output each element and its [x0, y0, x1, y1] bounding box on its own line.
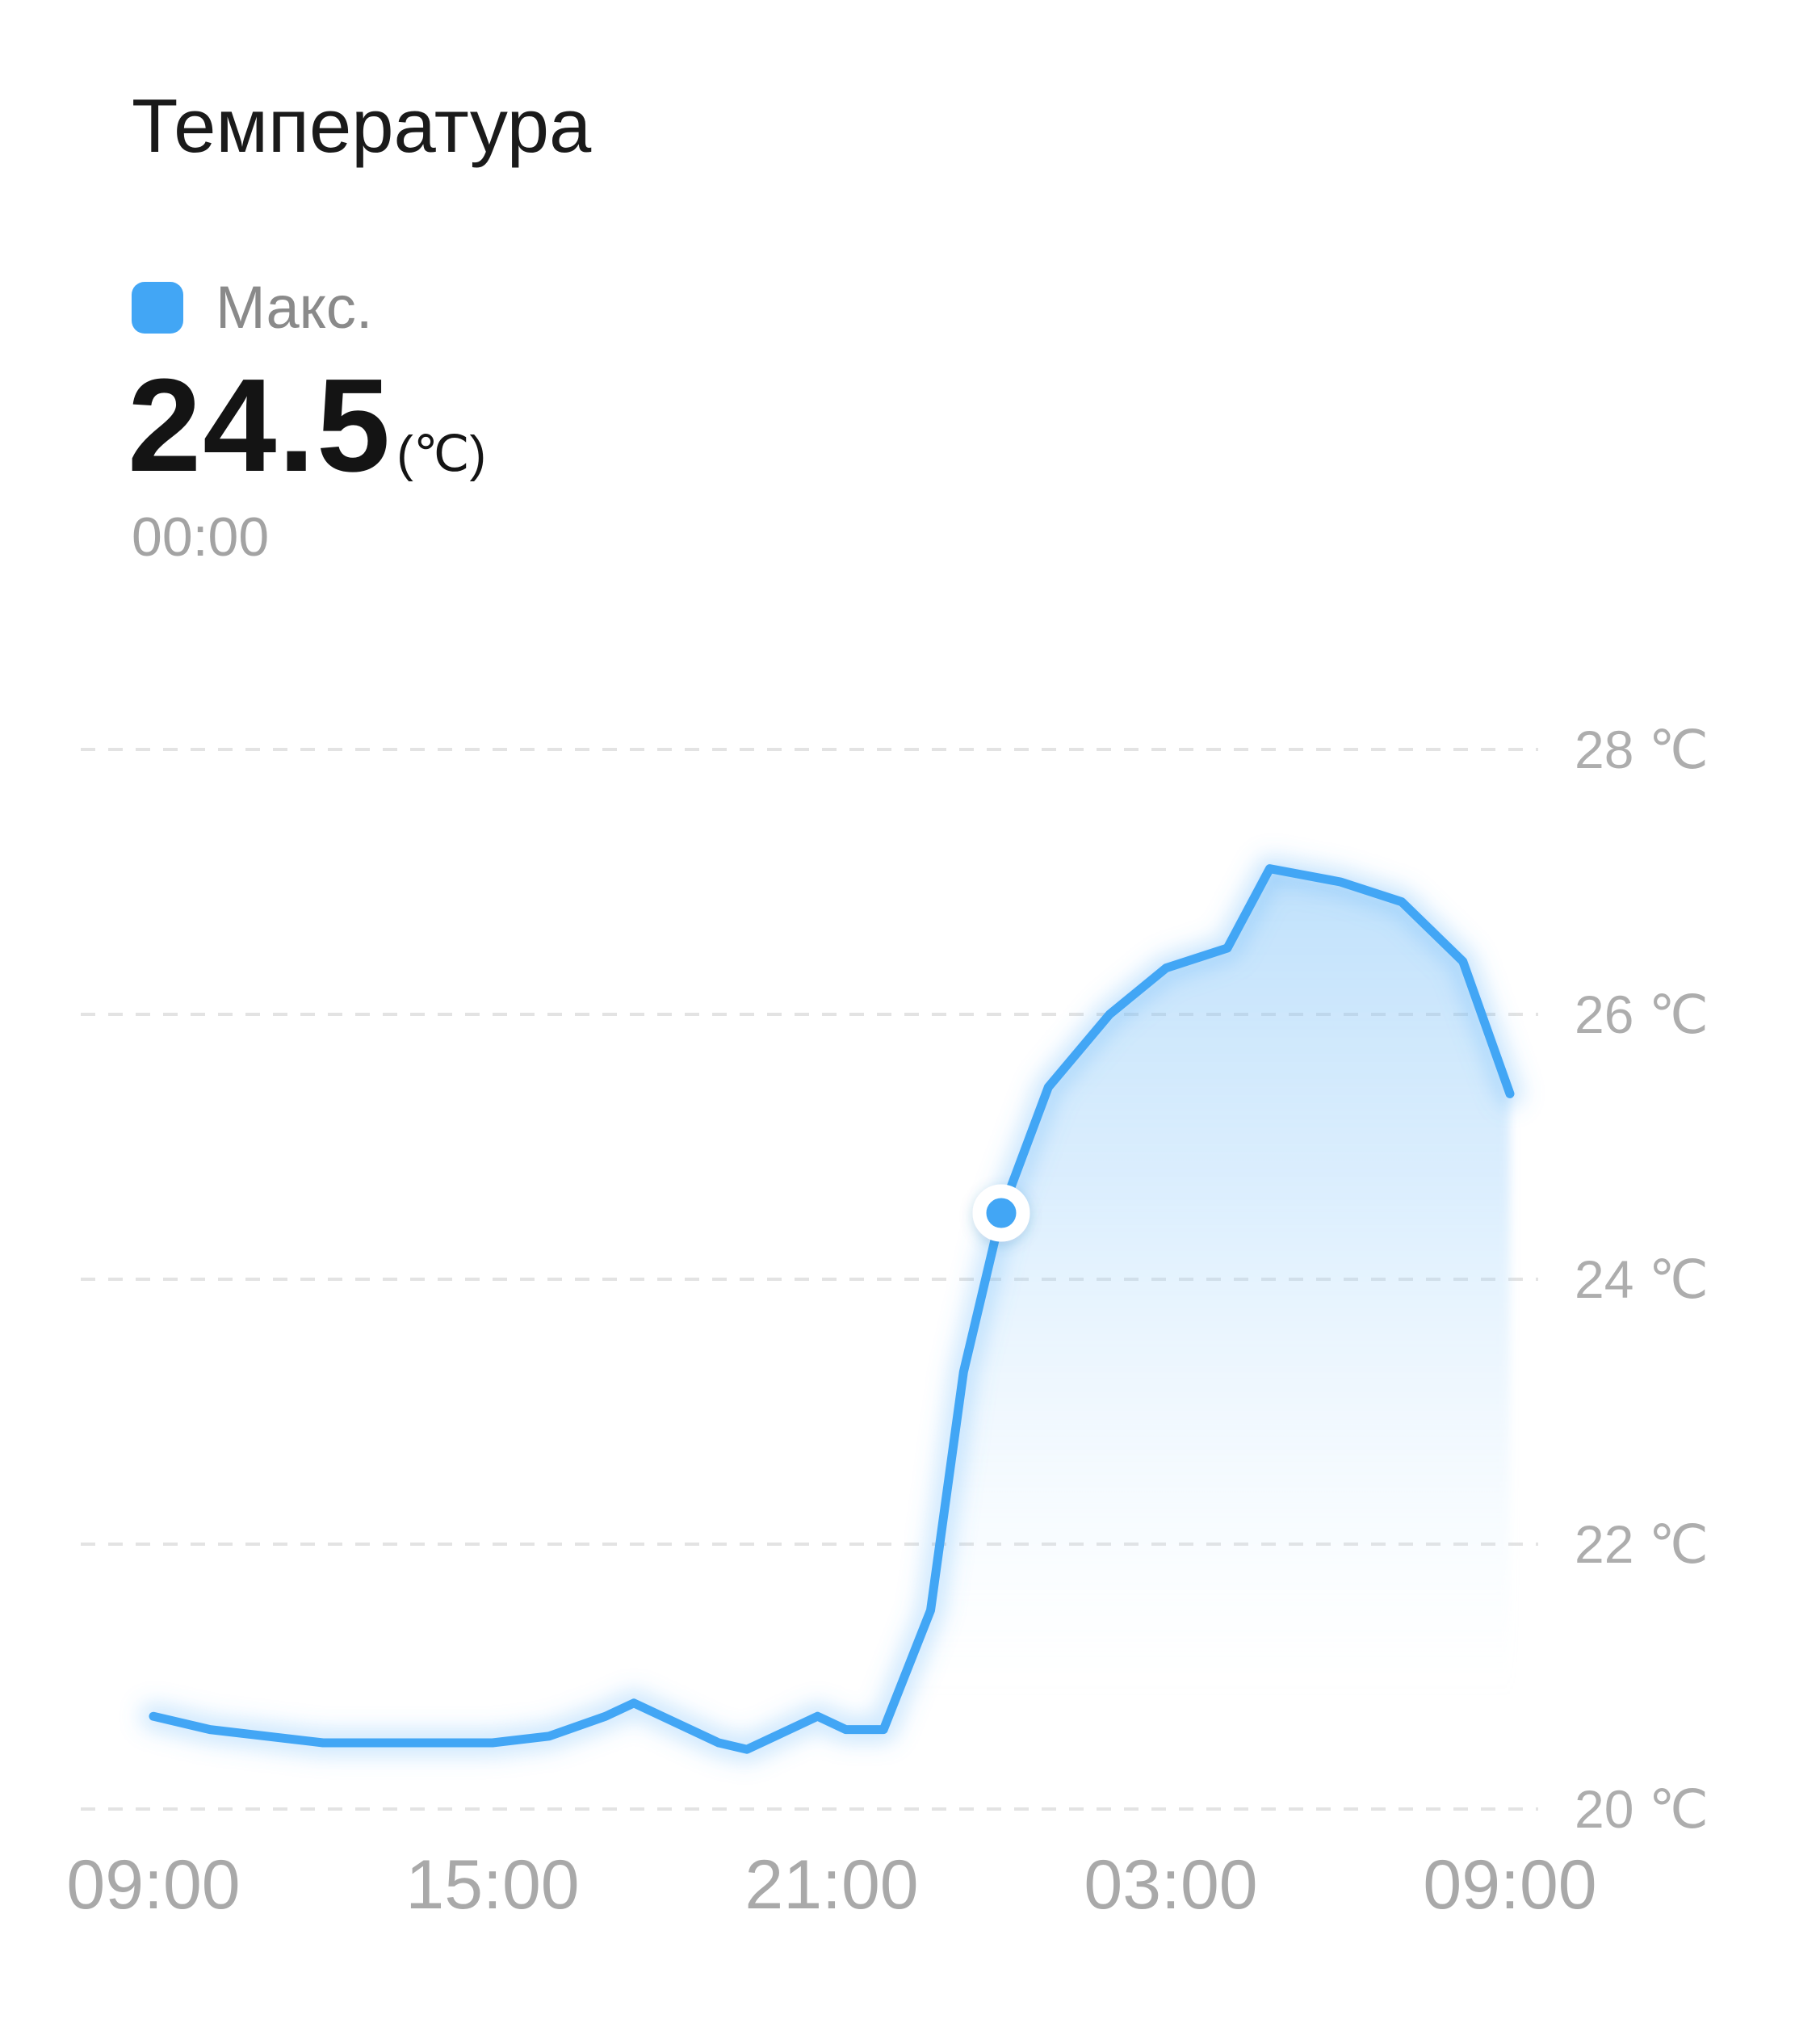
y-axis-label: 24 ℃ [1575, 1249, 1709, 1309]
selected-reading: 24.5 (℃) [128, 349, 486, 502]
y-axis-label: 26 ℃ [1575, 984, 1709, 1044]
x-axis-label: 21:00 [744, 1846, 919, 1924]
y-axis-label: 22 ℃ [1575, 1514, 1709, 1574]
x-axis-label: 15:00 [405, 1846, 580, 1924]
legend: Макс. [132, 278, 372, 338]
y-axis-label: 28 ℃ [1575, 720, 1709, 779]
legend-max-label: Макс. [216, 274, 373, 341]
selected-point-marker[interactable] [972, 1184, 1030, 1242]
legend-max-swatch [132, 282, 183, 334]
series-fill [883, 868, 1510, 1730]
series-line [149, 864, 1515, 1754]
selected-value: 24.5 [128, 351, 392, 499]
selected-unit: (℃) [396, 426, 487, 482]
page-title: Температура [132, 83, 592, 168]
x-axis-label: 09:00 [66, 1846, 241, 1924]
selected-time: 00:00 [132, 506, 270, 568]
y-axis-label: 20 ℃ [1575, 1779, 1709, 1839]
x-axis-label: 03:00 [1084, 1846, 1258, 1924]
x-axis-label: 09:00 [1423, 1846, 1597, 1924]
